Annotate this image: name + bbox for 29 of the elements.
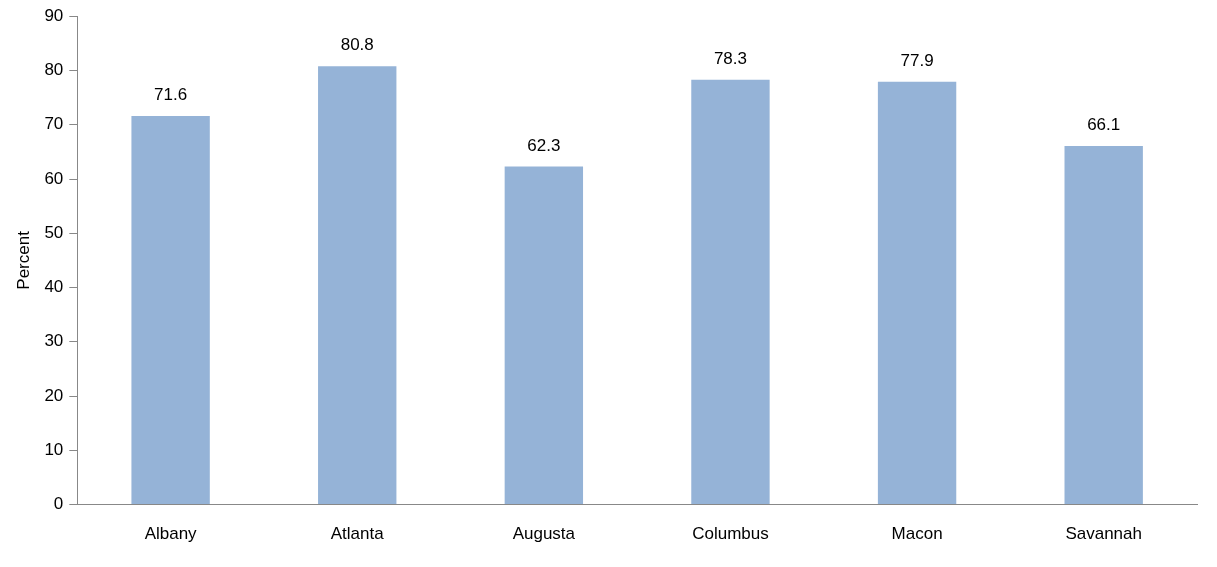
data-label: 77.9	[900, 51, 934, 71]
y-tick-label: 60	[44, 168, 64, 188]
y-tick-label: 90	[44, 5, 64, 25]
x-tick-label: Albany	[144, 524, 198, 544]
x-tick-label: Atlanta	[330, 524, 385, 544]
y-tick-label: 70	[44, 114, 64, 134]
data-label: 80.8	[340, 35, 374, 55]
x-tick-label: Augusta	[512, 524, 576, 544]
y-tick-label: 20	[44, 385, 64, 405]
y-tick-label: 0	[53, 494, 64, 514]
y-tick-label: 10	[44, 440, 64, 460]
data-label: 66.1	[1087, 115, 1121, 135]
data-label: 62.3	[527, 135, 561, 155]
y-tick-label: 50	[44, 222, 64, 242]
bar	[131, 116, 210, 505]
x-tick-label: Macon	[891, 524, 943, 544]
y-tick-label: 80	[44, 60, 64, 80]
data-label: 78.3	[713, 48, 748, 68]
x-tick-label: Columbus	[692, 524, 769, 544]
x-tick-label: Savannah	[1065, 524, 1142, 544]
bar	[504, 166, 584, 505]
data-label: 71.6	[154, 85, 188, 105]
bar	[877, 81, 957, 505]
y-axis-title: Percent	[13, 230, 33, 290]
bar	[691, 79, 770, 505]
y-tick-label: 30	[44, 331, 64, 351]
bar	[1064, 145, 1143, 505]
y-tick-label: 40	[44, 277, 64, 297]
bar	[318, 66, 397, 505]
